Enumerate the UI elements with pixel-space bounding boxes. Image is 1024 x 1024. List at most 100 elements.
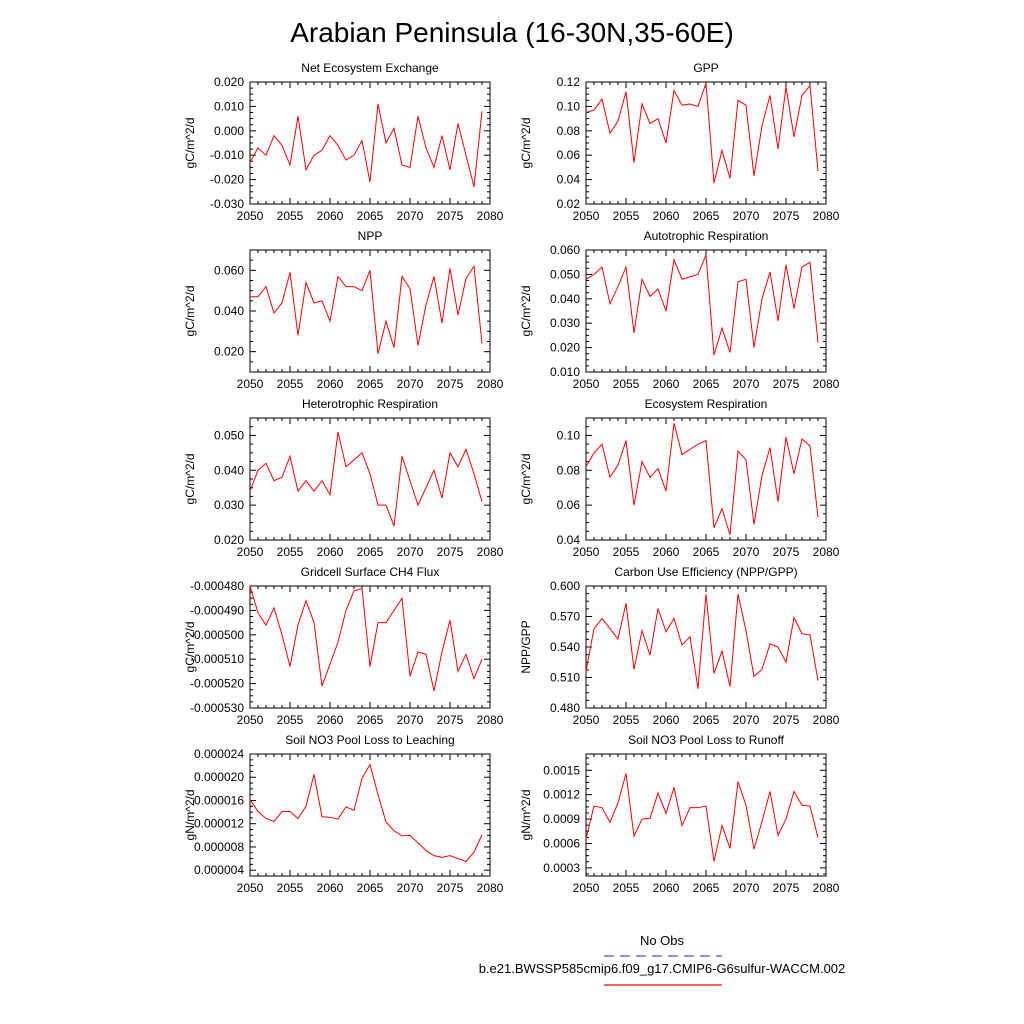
x-tick-label: 2075 — [773, 377, 800, 391]
x-tick-label: 2050 — [237, 713, 264, 727]
x-tick-label: 2055 — [277, 209, 304, 223]
x-tick-label: 2080 — [477, 377, 504, 391]
chart-panel-6: Gridcell Surface CH4 Flux gC/m^2/d 2050 205… — [183, 565, 504, 727]
y-tick-label: 0.000016 — [194, 793, 244, 807]
x-tick-label: 2070 — [397, 377, 424, 391]
x-tick-label: 2065 — [357, 545, 384, 559]
series-line — [249, 763, 483, 863]
chart-panel-4: Heterotrophic Respiration gC/m^2/d 2050 205… — [183, 397, 504, 559]
x-tick-label: 2070 — [733, 881, 760, 895]
y-tick-label: 0.020 — [550, 341, 580, 355]
x-tick-label: 2080 — [813, 545, 840, 559]
series-line — [250, 264, 483, 354]
y-tick-label: 0.040 — [214, 304, 244, 318]
y-tick-label: 0.0006 — [543, 836, 580, 850]
y-tick-label: 0.020 — [214, 75, 244, 89]
series-line — [585, 254, 819, 356]
y-tick-label: 0.010 — [550, 365, 580, 379]
legend: No Obs b.e21.BWSSP585cmip6.f09_g17.CMIP6… — [479, 933, 845, 986]
y-tick-label: 0.06 — [557, 498, 581, 512]
panel-ylabel: gN/m^2/d — [183, 790, 197, 841]
x-tick-label: 2060 — [653, 713, 680, 727]
chart-panel-9: Soil NO3 Pool Loss to Runoff gN/m^2/d 2050… — [519, 733, 840, 895]
x-tick-label: 2075 — [437, 881, 464, 895]
y-tick-label: 0.10 — [557, 428, 581, 442]
y-tick-label: 0.480 — [550, 701, 580, 715]
y-tick-label: 0.020 — [214, 345, 244, 359]
y-tick-label: -0.030 — [210, 197, 244, 211]
y-tick-label: 0.060 — [550, 243, 580, 257]
x-tick-label: 2060 — [317, 209, 344, 223]
x-tick-label: 2080 — [477, 209, 504, 223]
x-tick-label: 2075 — [773, 209, 800, 223]
chart-panel-3: Autotrophic Respiration gC/m^2/d 2050 2055 2… — [519, 229, 840, 391]
panel-title: Soil NO3 Pool Loss to Runoff — [628, 733, 785, 747]
panel-ylabel: gC/m^2/d — [183, 622, 197, 673]
panel-ylabel: gC/m^2/d — [183, 118, 197, 169]
panel-ylabel: gC/m^2/d — [519, 286, 533, 337]
y-tick-label: -0.010 — [210, 148, 244, 162]
x-tick-label: 2060 — [653, 881, 680, 895]
y-tick-label: 0.000012 — [194, 817, 244, 831]
y-tick-label: 0.570 — [550, 610, 580, 624]
panel-frame — [585, 417, 827, 541]
x-tick-label: 2070 — [397, 881, 424, 895]
y-tick-label: 0.0015 — [543, 763, 580, 777]
y-tick-label: 0.030 — [550, 316, 580, 330]
panel-title: Autotrophic Respiration — [644, 229, 769, 243]
y-tick-label: 0.08 — [557, 463, 581, 477]
panel-frame — [585, 249, 827, 373]
x-tick-label: 2075 — [437, 377, 464, 391]
y-tick-label: 0.04 — [557, 173, 581, 187]
x-tick-label: 2080 — [813, 713, 840, 727]
x-tick-label: 2065 — [357, 713, 384, 727]
x-tick-label: 2065 — [357, 377, 384, 391]
x-tick-label: 2080 — [813, 209, 840, 223]
y-tick-label: 0.010 — [214, 99, 244, 113]
x-tick-label: 2055 — [277, 713, 304, 727]
panel-frame — [585, 585, 827, 709]
y-tick-label: 0.0012 — [543, 788, 580, 802]
chart-panel-7: Carbon Use Efficiency (NPP/GPP) NPP/GPP 20… — [519, 565, 840, 727]
panel-ylabel: gC/m^2/d — [519, 118, 533, 169]
y-tick-label: 0.060 — [214, 263, 244, 277]
series-line — [249, 103, 483, 188]
x-tick-label: 2080 — [477, 713, 504, 727]
x-tick-label: 2050 — [237, 545, 264, 559]
x-tick-label: 2070 — [733, 209, 760, 223]
x-tick-label: 2070 — [397, 209, 424, 223]
panel-ylabel: gC/m^2/d — [183, 286, 197, 337]
panel-frame — [585, 81, 827, 205]
panel-title: Net Ecosystem Exchange — [301, 61, 439, 75]
y-tick-label: 0.040 — [214, 463, 244, 477]
x-tick-label: 2075 — [773, 881, 800, 895]
y-tick-label: 0.000020 — [194, 770, 244, 784]
x-tick-label: 2055 — [613, 545, 640, 559]
x-tick-label: 2055 — [277, 377, 304, 391]
series-line — [249, 431, 483, 527]
x-tick-label: 2075 — [773, 713, 800, 727]
y-tick-label: 0.000004 — [194, 863, 244, 877]
y-tick-label: 0.02 — [557, 197, 581, 211]
x-tick-label: 2055 — [613, 209, 640, 223]
y-tick-label: 0.0009 — [543, 812, 580, 826]
panel-frame — [249, 249, 491, 373]
y-tick-label: -0.020 — [210, 173, 244, 187]
x-tick-label: 2080 — [813, 377, 840, 391]
series-line — [585, 594, 819, 689]
y-tick-label: 0.04 — [557, 533, 581, 547]
panel-frame — [249, 753, 491, 877]
panel-title: Heterotrophic Respiration — [302, 397, 438, 411]
y-tick-label: -0.000530 — [190, 701, 244, 715]
x-tick-label: 2070 — [397, 545, 424, 559]
y-tick-label: 0.510 — [550, 671, 580, 685]
x-tick-label: 2065 — [357, 209, 384, 223]
chart-panel-0: Net Ecosystem Exchange gC/m^2/d 2050 2055 20… — [183, 61, 504, 223]
x-tick-label: 2075 — [773, 545, 800, 559]
x-tick-label: 2070 — [733, 545, 760, 559]
series-line — [585, 423, 819, 535]
x-tick-label: 2060 — [317, 881, 344, 895]
panel-ylabel: gC/m^2/d — [519, 454, 533, 505]
series-line — [585, 83, 819, 184]
series-line — [249, 585, 483, 692]
